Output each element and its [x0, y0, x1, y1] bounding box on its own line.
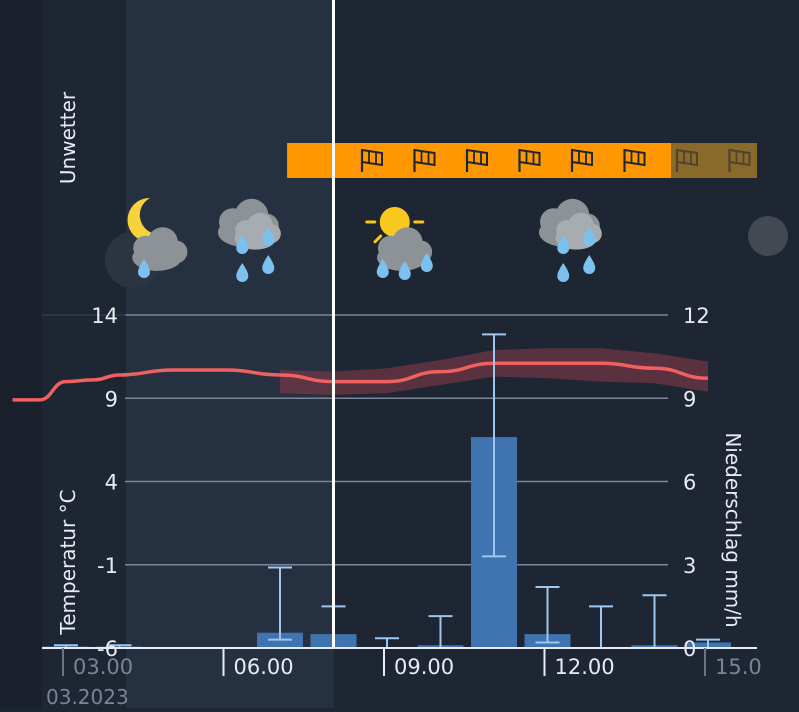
- x-tick-label: 06.00: [234, 655, 294, 679]
- left-tick-label: 9: [105, 387, 118, 411]
- precipitation-bar[interactable]: [417, 615, 464, 649]
- x-tick-label: 15.0: [715, 655, 762, 679]
- warning-bar: [287, 143, 757, 178]
- left-tick-label: -1: [97, 554, 118, 578]
- temperature-axis-label: Temperatur °C: [56, 489, 80, 635]
- precipitation-bar[interactable]: [375, 637, 399, 649]
- precipitation-bar[interactable]: [257, 566, 303, 648]
- right-tick-label: 9: [683, 387, 696, 411]
- right-axis-ticks: 12 9 6 3 0: [683, 304, 710, 661]
- cloud-heavy-rain-icon: [538, 198, 602, 282]
- moon-cloud-rain-icon: [105, 197, 188, 288]
- grid-lines: [42, 314, 668, 566]
- cloud-icon: [748, 216, 788, 256]
- precipitation-axis-label: Niederschlag mm/h: [721, 432, 745, 627]
- precipitation-series: [43, 333, 731, 649]
- precipitation-error-bar: [268, 566, 292, 641]
- precipitation-error-bar: [589, 605, 613, 649]
- x-tick-label: 12.00: [555, 655, 615, 679]
- warnings-label: Unwetter: [56, 91, 80, 184]
- warning-bar-active[interactable]: [287, 143, 671, 178]
- sun-cloud-rain-icon: [365, 207, 433, 280]
- right-tick-label: 0: [683, 637, 696, 661]
- precipitation-bar[interactable]: [524, 585, 571, 648]
- precipitation-error-bar: [642, 594, 667, 649]
- left-axis-ticks: 14 9 4 -1 -6: [91, 304, 118, 661]
- left-tick-label: -6: [97, 637, 118, 661]
- precipitation-bar[interactable]: [631, 594, 678, 649]
- weather-icons-row: [105, 197, 788, 288]
- precipitation-error-bar: [428, 615, 453, 649]
- x-tick-label: 09.00: [394, 655, 454, 679]
- right-tick-label: 12: [683, 304, 710, 328]
- right-tick-label: 3: [683, 554, 696, 578]
- left-strip: [0, 0, 42, 708]
- night-band: [126, 0, 334, 708]
- precipitation-bar[interactable]: [589, 605, 613, 649]
- temperature-line[interactable]: [12, 361, 709, 402]
- precipitation-error-bar: [375, 637, 399, 649]
- x-tick-label: 03.00: [73, 655, 133, 679]
- x-axis: 03.00 06.00 09.00 12.00 15.0: [42, 647, 762, 679]
- right-tick-label: 6: [683, 471, 696, 495]
- precipitation-error-bar: [482, 333, 506, 558]
- left-tick-label: 4: [105, 471, 118, 495]
- date-label: 03.2023: [46, 685, 129, 708]
- precipitation-error-bar: [535, 585, 560, 644]
- left-tick-label: 14: [91, 304, 118, 328]
- precipitation-bar[interactable]: [471, 333, 517, 648]
